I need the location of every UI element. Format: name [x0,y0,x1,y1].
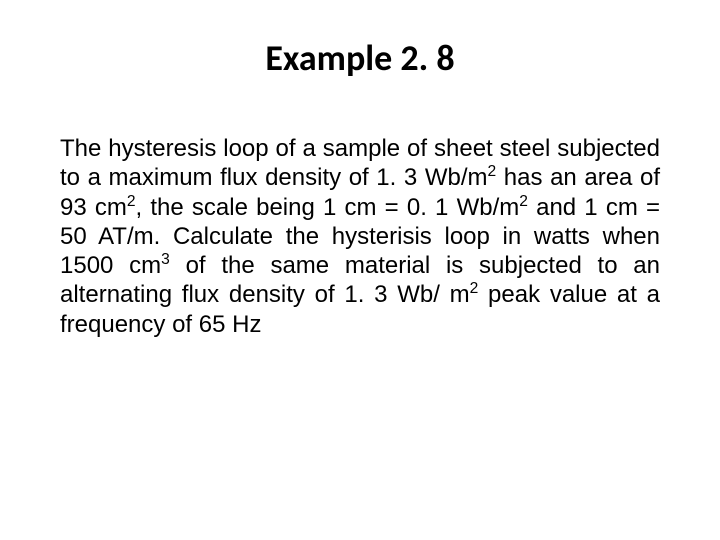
slide: Example 2. 8 The hysteresis loop of a sa… [0,0,720,540]
text-frag-2: , the scale being 1 cm = 0. 1 Wb/m [136,194,520,221]
sup-3: 3 [161,251,170,268]
slide-title: Example 2. 8 [60,36,660,80]
sup-0: 2 [488,163,497,180]
problem-statement: The hysteresis loop of a sample of sheet… [60,134,660,339]
sup-2: 2 [519,193,528,210]
sup-1: 2 [127,193,136,210]
sup-4: 2 [470,280,479,297]
